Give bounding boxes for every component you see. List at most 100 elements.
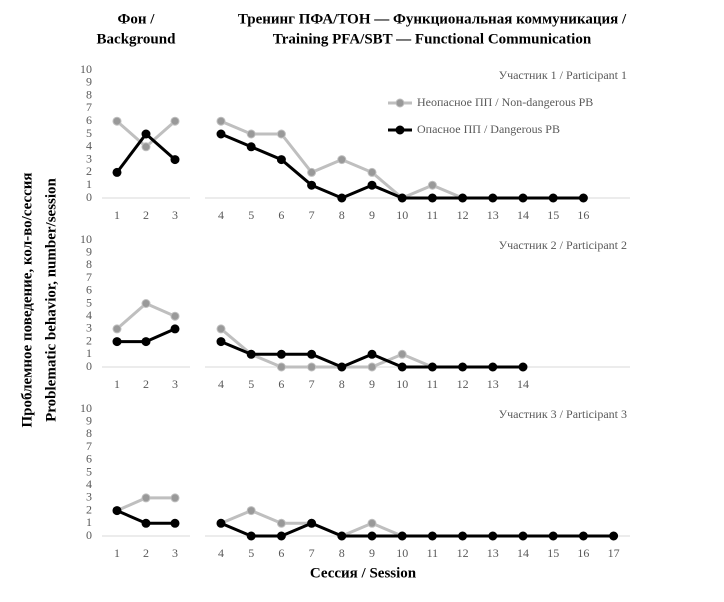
- x-tick-label: 1: [114, 546, 120, 560]
- x-tick-label: 16: [577, 546, 589, 560]
- x-tick-label: 10: [396, 208, 408, 222]
- data-point: [276, 362, 286, 372]
- x-tick-label: 2: [143, 208, 149, 222]
- data-point: [246, 129, 256, 139]
- y-tick-label: 0: [86, 359, 92, 373]
- x-tick-label: 10: [396, 546, 408, 560]
- y-tick-label: 1: [86, 515, 92, 529]
- y-tick-label: 3: [86, 321, 92, 335]
- x-axis-label: Сессия / Session: [310, 565, 417, 581]
- data-point: [337, 531, 347, 541]
- x-tick-label: 15: [547, 208, 559, 222]
- data-point: [170, 311, 180, 321]
- x-tick-label: 1: [114, 377, 120, 391]
- data-point: [397, 531, 407, 541]
- y-tick-label: 4: [86, 308, 92, 322]
- x-tick-label: 5: [248, 377, 254, 391]
- x-tick-label: 8: [339, 546, 345, 560]
- data-point: [367, 167, 377, 177]
- y-tick-label: 2: [86, 502, 92, 516]
- data-point: [458, 193, 468, 203]
- data-point: [518, 362, 528, 372]
- y-tick-label: 7: [86, 270, 92, 284]
- y-tick-label: 10: [80, 62, 92, 76]
- x-tick-label: 15: [547, 546, 559, 560]
- x-tick-label: 9: [369, 546, 375, 560]
- data-point: [488, 531, 498, 541]
- x-tick-label: 14: [517, 208, 529, 222]
- x-tick-label: 6: [278, 546, 284, 560]
- x-tick-label: 11: [427, 208, 439, 222]
- data-point: [216, 116, 226, 126]
- data-point: [216, 129, 226, 139]
- data-point: [307, 362, 317, 372]
- data-point: [427, 180, 437, 190]
- x-tick-label: 7: [309, 377, 315, 391]
- y-tick-label: 2: [86, 333, 92, 347]
- data-point: [458, 362, 468, 372]
- data-point: [170, 518, 180, 528]
- x-tick-label: 13: [487, 377, 499, 391]
- y-tick-label: 3: [86, 490, 92, 504]
- y-tick-label: 7: [86, 100, 92, 114]
- data-point: [216, 337, 226, 347]
- series-line: [220, 327, 433, 369]
- data-point: [170, 155, 180, 165]
- x-tick-label: 4: [218, 546, 224, 560]
- y-axis-label: Problematic behavior, number/session: [43, 177, 59, 421]
- legend-marker: [395, 125, 405, 135]
- y-tick-label: 9: [86, 75, 92, 89]
- data-point: [276, 349, 286, 359]
- x-tick-label: 3: [172, 546, 178, 560]
- data-point: [141, 142, 151, 152]
- x-tick-label: 4: [218, 377, 224, 391]
- x-tick-label: 4: [218, 208, 224, 222]
- x-tick-label: 1: [114, 208, 120, 222]
- y-tick-label: 0: [86, 528, 92, 542]
- legend-label: Неопасное ПП / Non-dangerous PB: [417, 95, 593, 109]
- y-tick-label: 6: [86, 113, 92, 127]
- data-point: [397, 362, 407, 372]
- data-point: [141, 518, 151, 528]
- data-point: [246, 349, 256, 359]
- x-tick-label: 9: [369, 208, 375, 222]
- panel-title: Участник 1 / Participant 1: [499, 68, 627, 82]
- data-point: [427, 193, 437, 203]
- data-point: [307, 180, 317, 190]
- baseline-header: Background: [97, 31, 177, 47]
- data-point: [246, 506, 256, 516]
- y-tick-label: 8: [86, 426, 92, 440]
- y-tick-label: 1: [86, 346, 92, 360]
- y-tick-label: 8: [86, 257, 92, 271]
- x-tick-label: 10: [396, 377, 408, 391]
- data-point: [112, 167, 122, 177]
- x-tick-label: 17: [608, 546, 620, 560]
- x-tick-label: 11: [427, 377, 439, 391]
- data-point: [367, 531, 377, 541]
- data-point: [397, 349, 407, 359]
- data-point: [427, 362, 437, 372]
- series-line: [115, 131, 176, 174]
- data-point: [112, 116, 122, 126]
- x-tick-label: 3: [172, 377, 178, 391]
- x-tick-label: 12: [457, 546, 469, 560]
- panel-title: Участник 3 / Participant 3: [499, 407, 627, 421]
- data-point: [488, 362, 498, 372]
- data-point: [170, 493, 180, 503]
- data-point: [112, 506, 122, 516]
- data-point: [276, 129, 286, 139]
- data-point: [548, 193, 558, 203]
- data-point: [307, 518, 317, 528]
- data-point: [488, 193, 498, 203]
- series-line: [220, 132, 584, 200]
- data-point: [307, 167, 317, 177]
- data-point: [458, 531, 468, 541]
- data-point: [112, 324, 122, 334]
- data-point: [609, 531, 619, 541]
- baseline-header: Фон /: [118, 11, 156, 27]
- data-point: [367, 362, 377, 372]
- y-tick-label: 4: [86, 477, 92, 491]
- y-tick-label: 5: [86, 126, 92, 140]
- data-point: [367, 518, 377, 528]
